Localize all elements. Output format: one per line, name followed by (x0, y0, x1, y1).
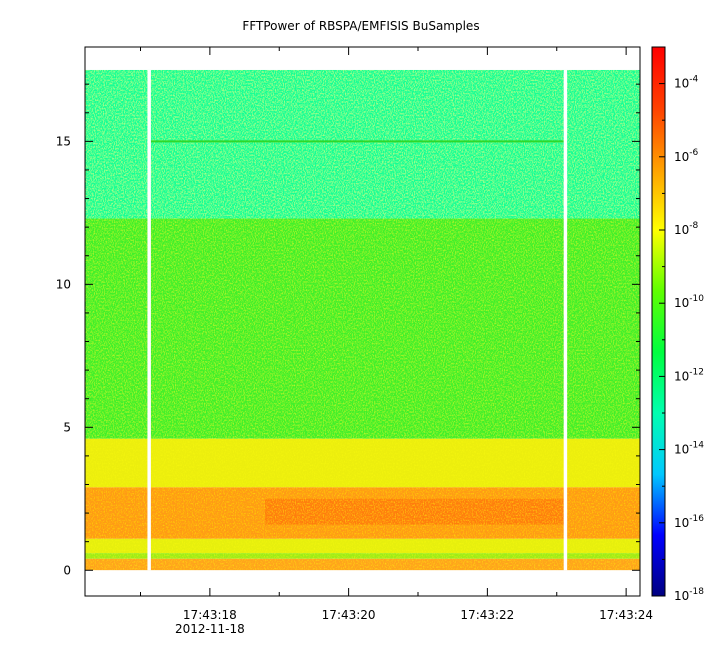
plot-area (84, 46, 641, 597)
colorbar-tick-label: 10-16 (674, 514, 704, 530)
colorbar-tick-label: 10-8 (674, 221, 699, 237)
plot-frame (84, 46, 641, 597)
colorbar-tick-label: 10-18 (674, 587, 704, 603)
colorbar-tick-label: 10-4 (674, 75, 699, 91)
colorbar-gradient (651, 46, 666, 597)
y-tick-label: 15 (56, 134, 71, 148)
data-gap-1 (563, 69, 568, 571)
colorbar-tick-exponent: -10 (689, 294, 704, 304)
spectrogram-band-1 (85, 218, 640, 439)
x-axis-date-label: 2012-11-18 (175, 622, 245, 636)
x-tick-label: 17:43:20 (322, 608, 376, 622)
y-axis: 0 5 10 15 (56, 83, 640, 577)
x-tick-label: 17:43:18 (183, 608, 237, 622)
y-tick-label: 0 (63, 563, 71, 577)
colorbar-tick-exponent: -14 (689, 441, 704, 451)
data-gap-0 (147, 69, 151, 571)
spectrogram-band-2 (85, 438, 640, 488)
spectrogram-bands (85, 69, 640, 571)
colorbar-tick-label: 10-6 (674, 148, 699, 164)
colorbar-tick-exponent: -18 (689, 587, 704, 597)
intensity-peak (265, 498, 565, 525)
x-tick-label: 17:43:24 (599, 608, 653, 622)
colorbar: 10-4 10-6 10-8 10-10 10-12 10-14 10-16 10-18 (651, 46, 704, 603)
y-tick-label: 10 (56, 277, 71, 291)
colorbar-tick-label: 10-12 (674, 367, 704, 383)
chart-title: FFTPower of RBSPA/EMFISIS BuSamples (242, 19, 479, 33)
data-gaps (85, 47, 640, 596)
spectrogram-band-5 (85, 553, 640, 559)
spectrogram-band-0 (85, 69, 640, 219)
colorbar-tick-label: 10-10 (674, 294, 704, 310)
colorbar-tick-exponent: -16 (689, 514, 704, 524)
spectrogram-band-4 (85, 538, 640, 554)
colorbar-ticks: 10-4 10-6 10-8 10-10 10-12 10-14 10-16 10-18 (659, 46, 704, 603)
colorbar-tick-label: 10-14 (674, 441, 704, 457)
colorbar-tick-exponent: -12 (689, 367, 704, 377)
colorbar-tick-exponent: -8 (689, 221, 698, 231)
spectrogram-band-6 (85, 558, 640, 571)
y-tick-label: 5 (63, 420, 71, 434)
no-data-region-bottom (85, 570, 640, 596)
no-data-region-top (85, 47, 640, 70)
x-axis: 17:43:18 17:43:20 17:43:22 17:43:24 (140, 47, 653, 622)
colorbar-tick-exponent: -6 (689, 148, 698, 158)
x-tick-label: 17:43:22 (460, 608, 514, 622)
colorbar-tick-exponent: -4 (689, 75, 698, 85)
